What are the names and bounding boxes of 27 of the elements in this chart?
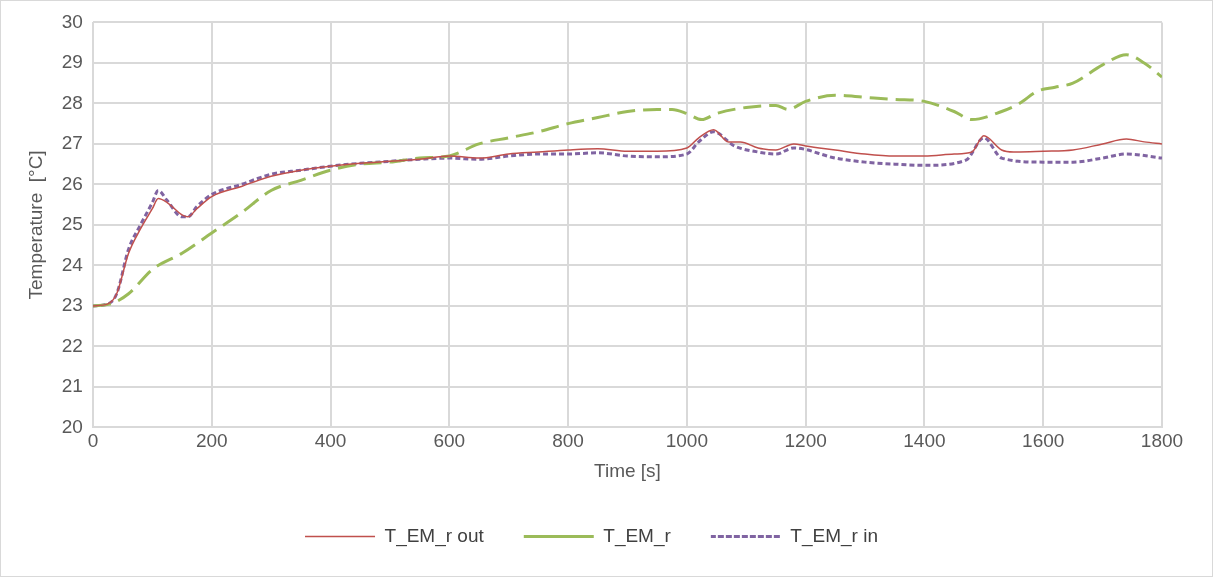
x-tick-label: 1600 — [1022, 430, 1065, 452]
x-tick-label: 1800 — [1140, 430, 1184, 452]
x-tick-label: 800 — [552, 430, 584, 452]
x-tick-label: 1200 — [784, 430, 827, 452]
y-tick-label: 28 — [61, 91, 83, 113]
x-axis-title: Time [s] — [594, 459, 661, 481]
y-tick-label: 29 — [61, 51, 83, 73]
y-tick-label: 21 — [61, 375, 83, 397]
x-tick-label: 400 — [314, 430, 347, 452]
legend-label: T_EM_r in — [790, 524, 878, 547]
y-tick-label: 20 — [61, 415, 83, 437]
y-tick-label: 30 — [61, 10, 83, 32]
legend-label: T_EM_r — [603, 524, 672, 547]
y-tick-label: 27 — [61, 132, 83, 154]
x-tick-label: 1000 — [665, 430, 708, 452]
y-tick-label: 23 — [61, 294, 83, 316]
y-tick-label: 25 — [61, 213, 83, 235]
y-tick-label: 26 — [61, 172, 83, 194]
y-axis-title: Temperature [°C] — [24, 150, 46, 300]
line-series — [92, 53, 1162, 308]
x-tick-label: 1400 — [903, 430, 946, 452]
y-tick-label: 24 — [61, 253, 84, 275]
legend-label: T_EM_r out — [384, 524, 485, 547]
x-tick-label: 0 — [87, 430, 99, 452]
x-tick-label: 600 — [433, 430, 466, 452]
y-tick-label: 22 — [61, 334, 83, 356]
x-tick-label: 200 — [195, 430, 228, 452]
